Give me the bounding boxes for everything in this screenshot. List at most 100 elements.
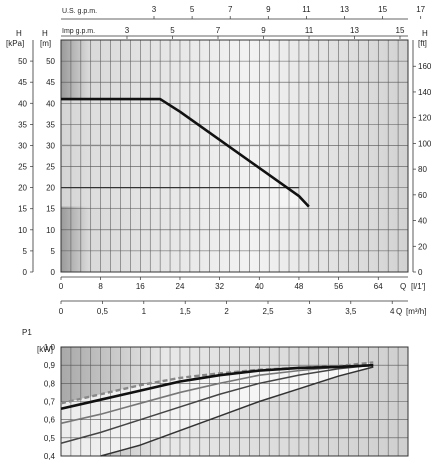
lps-tick-label: 24 [176, 282, 185, 291]
power-curves [60, 361, 374, 457]
ft-tick-label: 60 [418, 191, 427, 200]
m-tick-label: 35 [46, 120, 55, 129]
flow-m3h-q-label: Q [396, 307, 402, 316]
m-ticks: 0 5 10 15 20 25 30 35 40 45 50 [46, 57, 55, 277]
imp-gpm-tick-label: 9 [261, 26, 266, 35]
imp-gpm-axis-label: Imp g.p.m. [62, 28, 95, 35]
m-tick-label: 25 [46, 163, 55, 172]
m-tick-label: 40 [46, 99, 55, 108]
ft-tick-label: 100 [418, 139, 432, 148]
lps-tick-label: 16 [136, 282, 145, 291]
head-curves [61, 97, 310, 208]
imp-gpm-axis: Imp g.p.m. 3 5 7 9 11 13 15 [62, 26, 405, 39]
m-axis-unit: [m] [40, 39, 51, 48]
power-axis-label: P1 [22, 328, 32, 337]
m3h-tick-label: 0,5 [97, 307, 109, 316]
kpa-tick-label: 35 [18, 120, 27, 129]
power-max-line [60, 363, 374, 411]
m-tick-label: 45 [46, 78, 55, 87]
kpa-tick-label: 50 [18, 57, 27, 66]
lps-tick-label: 8 [98, 282, 103, 291]
flow-lps-q-label: Q [400, 282, 406, 291]
m-axis-h-label: H [42, 29, 48, 38]
imp-gpm-tick-label: 3 [125, 26, 130, 35]
m-tick-label: 30 [46, 141, 55, 150]
power-tick-label: 0,9 [44, 361, 56, 370]
lps-tick-label: 0 [59, 282, 64, 291]
lps-tick-label: 48 [294, 282, 303, 291]
us-gpm-tick-label: 5 [190, 5, 195, 14]
m3h-tick-label: 1,5 [180, 307, 192, 316]
m3h-tick-label: 3 [307, 307, 312, 316]
kpa-tick-label: 30 [18, 141, 27, 150]
ft-tick-label: 0 [418, 268, 423, 277]
imp-gpm-tick-label: 5 [170, 26, 175, 35]
power-tick-label: 0,4 [44, 452, 56, 461]
lps-tick-label: 64 [374, 282, 383, 291]
flow-m3h-unit: [m³/h] [406, 307, 426, 316]
kpa-axis-unit: [kPa] [6, 39, 24, 48]
kpa-tick-label: 15 [18, 205, 27, 214]
m3h-tick-label: 2,5 [262, 307, 274, 316]
us-gpm-tick-label: 7 [228, 5, 233, 14]
flow-lps-axis: 0 8 16 24 32 40 48 56 64 [59, 277, 383, 291]
power-tick-label: 0,6 [44, 416, 56, 425]
imp-gpm-tick-label: 7 [216, 26, 221, 35]
power-ticks: 0,4 0,5 0,6 0,7 0,8 0,9 1,0 [44, 343, 56, 461]
flow-lps-unit: [l/1'] [411, 282, 425, 291]
m3h-tick-label: 4 [390, 307, 395, 316]
m-tick-label: 0 [51, 268, 56, 277]
ft-ticks: 0 20 40 60 80 100 120 140 160 [413, 62, 432, 277]
flow-m3h-axis: 0 0,5 1 1,5 2 2,5 3 3,5 4 [59, 301, 395, 316]
m3h-tick-label: 1 [142, 307, 147, 316]
ft-tick-label: 40 [418, 217, 427, 226]
imp-gpm-tick-label: 15 [396, 26, 405, 35]
us-gpm-tick-label: 17 [416, 5, 425, 14]
lps-tick-label: 40 [255, 282, 264, 291]
power-curve-3-line [100, 366, 374, 457]
ft-axis-unit: [ft] [418, 39, 427, 48]
us-gpm-tick-label: 13 [340, 5, 349, 14]
kpa-tick-label: 10 [18, 226, 27, 235]
m-tick-label: 15 [46, 205, 55, 214]
power-tick-label: 0,8 [44, 379, 56, 388]
kpa-tick-label: 5 [23, 247, 28, 256]
lps-tick-label: 32 [215, 282, 224, 291]
m3h-tick-label: 0 [59, 307, 64, 316]
ft-tick-label: 160 [418, 62, 432, 71]
ft-tick-label: 140 [418, 88, 432, 97]
m-tick-label: 10 [46, 226, 55, 235]
m-tick-label: 20 [46, 184, 55, 193]
power-tick-label: 0,5 [44, 434, 56, 443]
ft-tick-label: 120 [418, 114, 432, 123]
ft-tick-label: 20 [418, 242, 427, 251]
power-tick-label: 1,0 [44, 343, 56, 352]
kpa-axis-h-label: H [16, 29, 22, 38]
m-tick-label: 50 [46, 57, 55, 66]
us-gpm-tick-label: 3 [152, 5, 157, 14]
us-gpm-tick-label: 9 [266, 5, 271, 14]
kpa-tick-label: 45 [18, 78, 27, 87]
lps-tick-label: 56 [334, 282, 343, 291]
us-gpm-axis-label: U.S. g.p.m. [62, 8, 97, 15]
head-curve-envelope [61, 99, 309, 207]
power-tick-label: 0,7 [44, 398, 56, 407]
kpa-tick-label: 40 [18, 99, 27, 108]
ft-tick-label: 80 [418, 165, 427, 174]
power-axis-unit: [kW] [37, 345, 53, 354]
m3h-tick-label: 2 [224, 307, 229, 316]
imp-gpm-tick-label: 13 [350, 26, 359, 35]
us-gpm-axis: U.S. g.p.m. 3 5 7 9 11 13 15 17 [62, 5, 426, 19]
us-gpm-tick-label: 11 [302, 5, 311, 14]
ft-axis-h-label: H [422, 29, 428, 38]
m-tick-label: 5 [51, 247, 56, 256]
kpa-tick-label: 0 [23, 268, 28, 277]
head-max-curve [61, 97, 310, 208]
us-gpm-tick-label: 15 [378, 5, 387, 14]
kpa-ticks: 0 5 10 15 20 25 30 35 40 45 50 [18, 57, 33, 277]
head-plot-frame [60, 39, 409, 273]
imp-gpm-tick-label: 11 [305, 26, 314, 35]
power-plot-frame [60, 346, 409, 457]
kpa-tick-label: 25 [18, 163, 27, 172]
